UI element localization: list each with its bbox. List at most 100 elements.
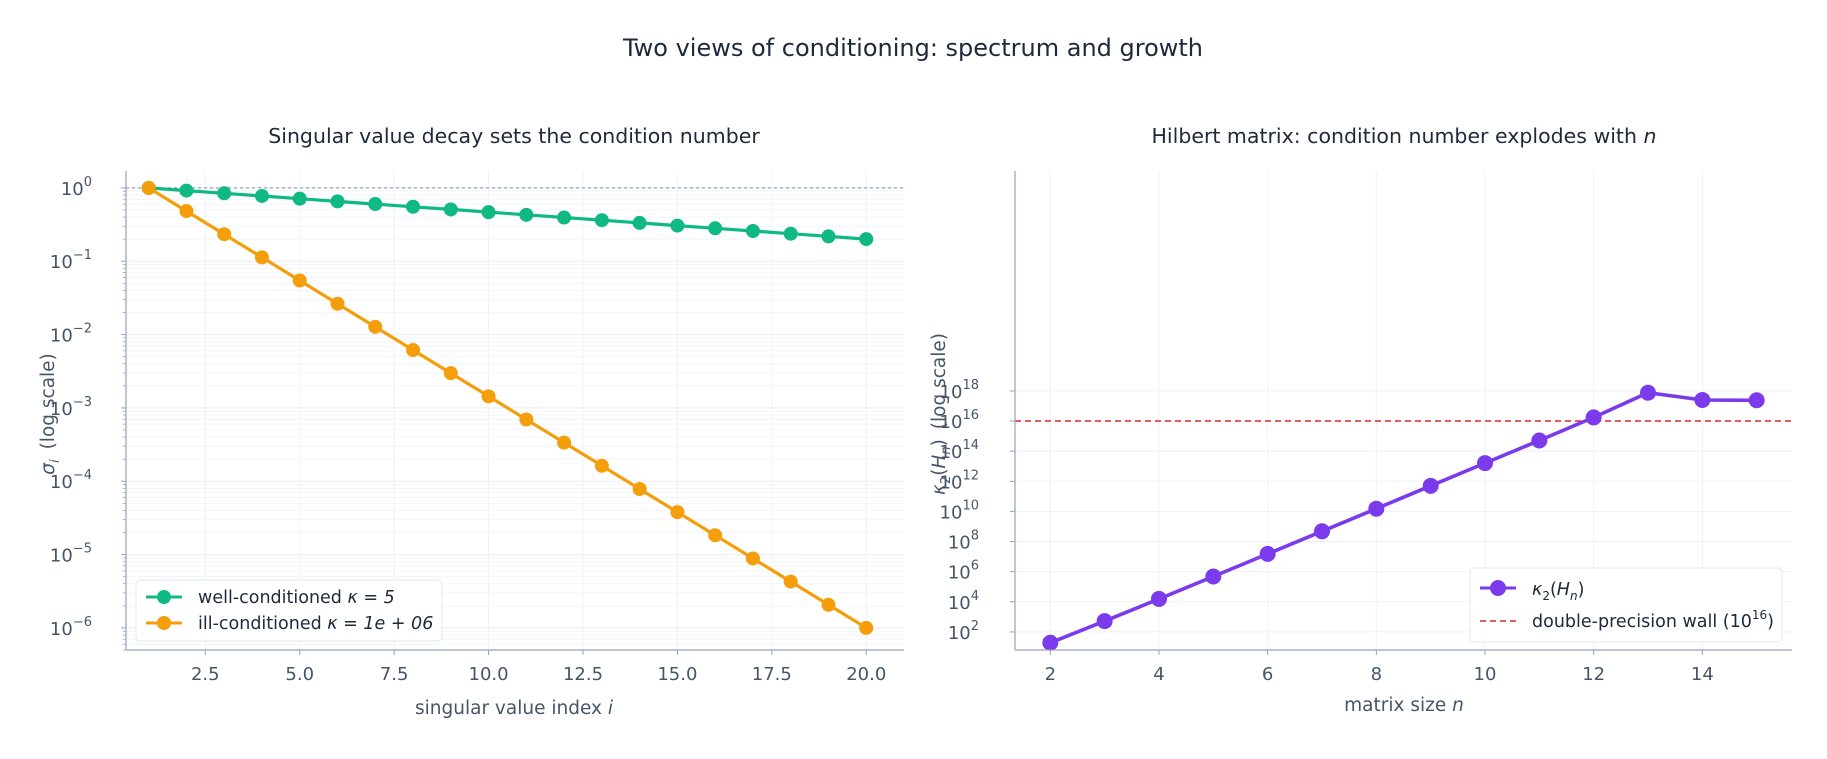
right-point-8 <box>1477 455 1494 472</box>
right-y-tick-label: 1010 <box>940 498 979 523</box>
left-point-1-18 <box>821 597 836 612</box>
left-y-tick-label: 10−4 <box>50 468 92 493</box>
left-point-0-5 <box>330 194 345 209</box>
left-point-1-8 <box>443 366 458 381</box>
left-point-0-9 <box>481 205 496 220</box>
left-point-1-12 <box>594 458 609 473</box>
left-point-0-1 <box>179 183 194 198</box>
right-y-axis-label: κ2(Hn)(log scale) <box>929 333 954 495</box>
right-point-9 <box>1531 432 1548 449</box>
right-x-tick-label: 4 <box>1153 664 1164 685</box>
left-point-0-4 <box>292 191 307 206</box>
right-point-10 <box>1585 409 1602 426</box>
right-point-13 <box>1748 392 1765 409</box>
left-y-ticks: 100 10−1 10−2 10−3 10−4 10−5 10−6 <box>50 175 126 651</box>
left-x-tick-label: 12.5 <box>563 664 603 685</box>
right-x-ticks: 2 4 6 8 10 12 14 <box>1045 650 1714 685</box>
left-point-1-10 <box>519 412 534 427</box>
left-point-1-17 <box>783 574 798 589</box>
left-point-0-2 <box>217 186 232 201</box>
left-point-0-11 <box>557 210 572 225</box>
right-y-tick-label: 104 <box>948 589 979 614</box>
left-point-1-3 <box>254 250 269 265</box>
left-point-1-9 <box>481 389 496 404</box>
right-x-tick-label: 10 <box>1474 664 1497 685</box>
left-x-tick-label: 20.0 <box>846 664 886 685</box>
right-axes <box>1014 171 1792 651</box>
left-x-tick-label: 7.5 <box>380 664 409 685</box>
left-legend-label-ill: ill-conditioned κ = 1e + 06 <box>198 614 433 634</box>
left-point-0-13 <box>632 215 647 230</box>
left-point-0-17 <box>783 226 798 241</box>
left-y-axis-label: σi(log scale) <box>38 353 63 475</box>
left-point-0-7 <box>406 199 421 214</box>
left-point-0-18 <box>821 229 836 244</box>
right-legend-marker-kappa <box>1490 580 1506 596</box>
right-y-tick-label: 108 <box>948 529 979 554</box>
right-y-tick-label: 1014 <box>940 438 979 463</box>
left-panel: Singular value decay sets the condition … <box>38 124 904 719</box>
left-series-group <box>141 180 874 635</box>
left-point-0-12 <box>594 213 609 228</box>
left-y-tick-label: 10−1 <box>50 248 92 273</box>
left-point-1-1 <box>179 204 194 219</box>
left-point-1-6 <box>368 319 383 334</box>
left-y-tick-label: 10−6 <box>50 615 92 640</box>
right-y-tick-label: 1016 <box>940 408 979 433</box>
left-y-tick-label: 10−5 <box>50 542 92 567</box>
left-y-tick-label: 100 <box>61 175 92 200</box>
left-x-tick-label: 17.5 <box>752 664 792 685</box>
left-point-1-7 <box>406 343 421 358</box>
right-legend: κ2(Hn) double-precision wall (1016) <box>1469 567 1783 643</box>
right-x-tick-label: 14 <box>1691 664 1714 685</box>
left-point-1-4 <box>292 273 307 288</box>
right-y-tick-label: 102 <box>948 619 979 644</box>
right-point-4 <box>1259 545 1276 562</box>
right-point-0 <box>1042 634 1059 651</box>
left-point-1-2 <box>217 227 232 242</box>
left-x-tick-label: 5.0 <box>285 664 314 685</box>
left-point-0-19 <box>859 232 874 247</box>
left-point-1-11 <box>557 435 572 450</box>
left-point-0-16 <box>745 223 760 238</box>
left-legend-frame <box>135 579 443 642</box>
left-point-1-15 <box>708 528 723 543</box>
right-x-tick-label: 8 <box>1371 664 1382 685</box>
left-point-1-14 <box>670 505 685 520</box>
left-point-1-13 <box>632 481 647 496</box>
right-legend-frame <box>1469 567 1783 643</box>
left-point-0-14 <box>670 218 685 233</box>
left-x-tick-label: 10.0 <box>469 664 509 685</box>
left-x-tick-label: 15.0 <box>657 664 697 685</box>
right-title: Hilbert matrix: condition number explode… <box>1152 124 1657 148</box>
left-point-0-6 <box>368 197 383 212</box>
left-series-line-1 <box>147 186 868 630</box>
right-series-group <box>1042 384 1765 651</box>
left-axes <box>125 171 904 651</box>
right-legend-label-wall: double-precision wall (1016) <box>1532 608 1774 632</box>
left-x-tick-label: 2.5 <box>191 664 220 685</box>
left-y-tick-label: 10−3 <box>50 395 92 420</box>
right-point-2 <box>1150 590 1167 607</box>
right-x-axis-label: matrix size n <box>1344 695 1464 716</box>
right-point-12 <box>1694 391 1711 408</box>
right-point-7 <box>1422 477 1439 494</box>
left-legend-marker-well <box>157 590 171 604</box>
figure-title: Two views of conditioning: spectrum and … <box>622 34 1203 62</box>
right-point-1 <box>1096 613 1113 630</box>
right-point-3 <box>1205 568 1222 585</box>
right-y-tick-label: 1012 <box>940 468 979 493</box>
left-y-tick-label: 10−2 <box>50 322 92 347</box>
right-y-ticks: 102 104 106 108 1010 1012 1014 1016 1018 <box>940 378 1015 644</box>
right-point-11 <box>1640 384 1657 401</box>
left-point-1-19 <box>859 620 874 635</box>
left-x-axis-label: singular value index i <box>415 698 614 719</box>
left-legend-marker-ill <box>157 616 171 630</box>
right-x-tick-label: 6 <box>1262 664 1273 685</box>
left-title: Singular value decay sets the condition … <box>268 124 760 148</box>
left-point-1-16 <box>745 551 760 566</box>
left-legend-label-well: well-conditioned κ = 5 <box>198 588 395 608</box>
right-x-tick-label: 2 <box>1045 664 1056 685</box>
